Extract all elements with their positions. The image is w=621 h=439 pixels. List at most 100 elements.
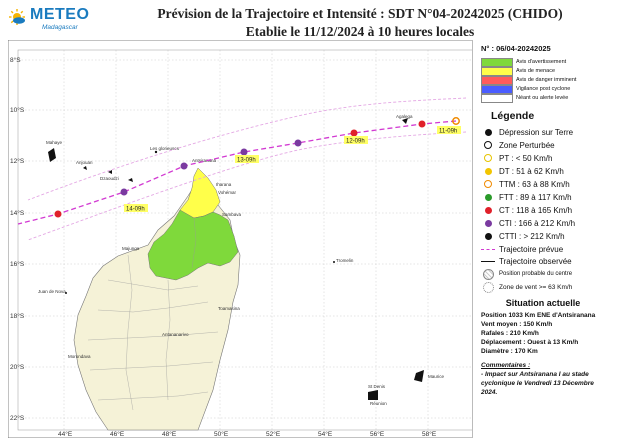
comment-line: 2024.: [481, 389, 498, 396]
place-label: Antsiranana: [192, 158, 217, 163]
latitude-labels: 8°S 10°S 12°S 14°S 16°S 18°S 20°S 22°S: [10, 56, 25, 422]
warning-swatch: [481, 57, 513, 67]
warning-vigilance: Vigilance post cyclone: [481, 84, 571, 94]
sun-cloud-icon: [9, 9, 25, 25]
hatched-circle-icon: [482, 268, 494, 280]
legend-item-ftt: FTT : 89 à 117 Km/h: [481, 191, 572, 203]
comment-line: - Impact sur Antsiranana I au stade: [481, 371, 589, 378]
meteo-madagascar-logo: METEO Madagascar: [6, 4, 101, 38]
comments-title: Commentaires :: [481, 362, 531, 369]
situation-movement: Déplacement : Ouest à 13 Km/h: [481, 339, 579, 346]
warning-swatch: [481, 93, 513, 103]
legend-item-forecast-track: Trajectoire prévue: [481, 243, 563, 255]
legend-label: CTTI : > 212 Km/h: [499, 231, 565, 241]
track-point-label: 12-09h: [346, 139, 365, 145]
legend-item-ctti: CTTI : > 212 Km/h: [481, 230, 565, 242]
place-label: Antananarivo: [162, 332, 189, 337]
bulletin-title: Prévision de la Trajectoire et Intensité…: [157, 6, 563, 21]
warning-menace: Avis de menace: [481, 66, 556, 76]
track-point-cti: [294, 139, 302, 147]
warning-swatch: [481, 75, 513, 85]
lon-label: 46°E: [110, 430, 125, 438]
track-point-14-09h: 14-09h: [120, 188, 148, 213]
place-label: Juan de Nova: [38, 289, 66, 294]
legend-label: FTT : 89 à 117 Km/h: [499, 192, 572, 202]
place-label: Anjouan: [76, 160, 93, 165]
cyclone-open-icon: [484, 180, 492, 188]
legend-item-center-position: Position probable du centre: [481, 268, 572, 280]
lat-label: 8°S: [10, 56, 21, 64]
solid-line-icon: [481, 260, 495, 262]
place-label: Dzaoudzi: [100, 176, 119, 181]
place-label: Vohémar: [218, 190, 237, 195]
track-point-ct-2: [54, 210, 62, 218]
legend-item-cti: CTI : 166 à 212 Km/h: [481, 217, 575, 229]
warning-label: Avis d'avertissement: [516, 59, 567, 65]
legend-label: CTI : 166 à 212 Km/h: [499, 218, 576, 228]
warning-swatch: [481, 84, 513, 94]
filled-dot-icon: [484, 167, 492, 175]
ring-icon: [484, 154, 492, 162]
comment-line: cyclonique le Vendredi 13 Décembre: [481, 380, 594, 387]
place-label: Réunion: [370, 401, 387, 406]
legend-item-ct: CT : 118 à 165 Km/h: [481, 204, 572, 216]
track-points: 11-09h 12-09h 13-09h 14-09h: [54, 117, 461, 218]
place-label: Tromelin: [336, 258, 354, 263]
place-labels: Mahaye Anjouan Les glorieuses Antsiranan…: [38, 114, 445, 406]
wind-zone-cone: [27, 97, 467, 241]
place-label: Toamasina: [218, 306, 240, 311]
warning-label: Néant ou alerte levée: [516, 95, 569, 101]
madagascar-regions: [73, 167, 241, 431]
track-point-label: 13-09h: [237, 158, 256, 164]
place-label: Morondava: [68, 354, 91, 359]
situation-wind: Vent moyen : 150 Km/h: [481, 321, 553, 328]
lat-label: 20°S: [10, 363, 25, 371]
lat-label: 22°S: [10, 414, 25, 422]
legend-item-observed-track: Trajectoire observée: [481, 255, 572, 267]
track-point-ct: [418, 120, 426, 128]
warning-swatch: [481, 66, 513, 76]
lon-label: 52°E: [266, 430, 281, 438]
legend-label: Dépression sur Terre: [499, 127, 574, 137]
lon-label: 48°E: [162, 430, 177, 438]
legend-label: Trajectoire prévue: [499, 244, 564, 254]
legend-label: TTM : 63 à 88 Km/h: [499, 179, 570, 189]
legend-item-zone-perturbee: Zone Perturbée: [481, 139, 555, 151]
legend-item-wind-zone: Zone de vent >= 63 Km/h: [481, 281, 572, 293]
legend-label: DT : 51 à 62 Km/h: [499, 166, 564, 176]
legend-item-dt: DT : 51 à 62 Km/h: [481, 165, 564, 177]
warning-label: Vigilance post cyclone: [516, 86, 571, 92]
longitude-labels: 44°E 46°E 48°E 50°E 52°E 54°E 56°E 58°E: [58, 430, 437, 438]
track-point-cti-2: [180, 162, 188, 170]
bulletin-issue-time: Etablie le 11/12/2024 à 10 heures locale…: [245, 24, 475, 39]
lon-label: 56°E: [370, 430, 385, 438]
legend-title: Légende: [491, 110, 535, 122]
warning-avertissement: Avis d'avertissement: [481, 57, 567, 67]
place-label: Iharana: [216, 182, 232, 187]
lon-label: 44°E: [58, 430, 73, 438]
situation-title: Situation actuelle: [505, 298, 581, 308]
place-label: Maurice: [428, 374, 445, 379]
dotted-ring-icon: [482, 281, 494, 293]
track-point-label: 14-09h: [126, 207, 145, 213]
lat-label: 12°S: [10, 157, 25, 165]
warning-label: Avis de danger imminent: [516, 77, 577, 83]
lat-label: 10°S: [10, 106, 25, 114]
cyclone-icon: [484, 232, 492, 240]
lon-label: 58°E: [422, 430, 437, 438]
ring-icon: [484, 141, 492, 149]
islands: [48, 118, 424, 400]
cyclone-icon: [484, 219, 492, 227]
place-label: St Denis: [368, 384, 386, 389]
track-point-13-09h: 13-09h: [235, 148, 259, 164]
lon-label: 50°E: [214, 430, 229, 438]
legend-item-depression: Dépression sur Terre: [481, 126, 573, 138]
region-avertissement: [147, 209, 239, 281]
cyclone-icon: [484, 193, 492, 201]
legend-label: PT : < 50 Km/h: [499, 153, 553, 163]
warning-label: Avis de menace: [516, 68, 556, 74]
lat-label: 16°S: [10, 260, 25, 268]
lat-label: 18°S: [10, 312, 25, 320]
cyclone-icon: [484, 206, 492, 214]
forecast-track-line: [17, 120, 457, 225]
